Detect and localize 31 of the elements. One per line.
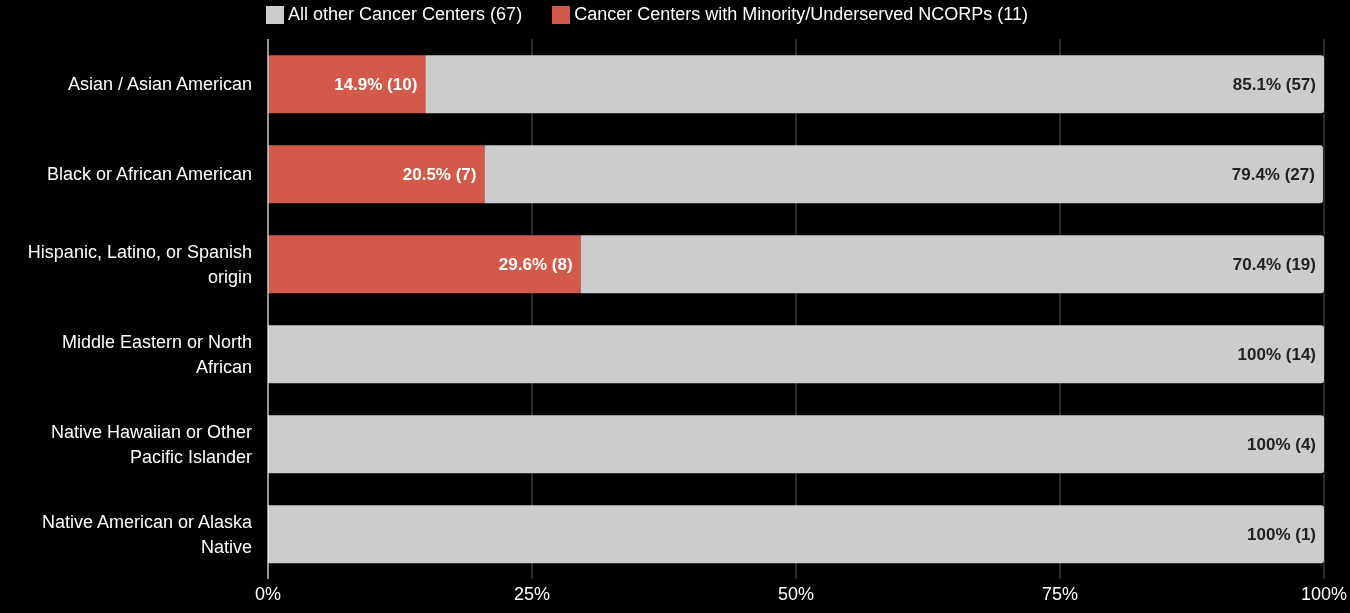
y-tick-label: Asian / Asian American	[67, 74, 252, 94]
bar	[268, 235, 581, 294]
data-label: 70.4% (19)	[1232, 254, 1316, 274]
data-label: 100% (4)	[1247, 434, 1316, 454]
legend-label: All other Cancer Centers (67)	[288, 4, 523, 24]
bar	[268, 55, 426, 114]
x-tick-label: 50%	[777, 583, 815, 604]
x-tick-label: 75%	[1041, 583, 1079, 604]
bar	[484, 145, 1323, 204]
x-tick-label: 25%	[513, 583, 551, 604]
data-label: 29.6% (8)	[498, 254, 573, 274]
bar	[425, 55, 1324, 114]
legend-label: Cancer Centers with Minority/Underserved NCORPs (11)	[574, 4, 1028, 24]
data-label: 85.1% (57)	[1232, 74, 1316, 94]
y-tick-label: Native Hawaiian or Other Pacific Islander	[50, 421, 252, 467]
bar	[268, 325, 1324, 384]
data-label: 100% (1)	[1247, 524, 1316, 544]
x-tick-label: 100%	[1300, 583, 1348, 604]
bar	[580, 235, 1324, 294]
bar	[268, 415, 1324, 474]
y-tick-label: Middle Eastern or North African	[61, 331, 252, 377]
y-tick-label: Native American or Alaska Native	[41, 511, 253, 557]
y-tick-label: Black or African American	[46, 164, 252, 184]
x-tick-label: 0%	[254, 583, 282, 604]
data-label: 14.9% (10)	[334, 74, 418, 94]
y-tick-label: Hispanic, Latino, or Spanish origin	[27, 241, 252, 287]
data-label: 79.4% (27)	[1231, 164, 1315, 184]
bar	[268, 145, 485, 204]
data-label: 100% (14)	[1237, 344, 1316, 364]
bar	[268, 505, 1324, 564]
data-label: 20.5% (7)	[402, 164, 477, 184]
